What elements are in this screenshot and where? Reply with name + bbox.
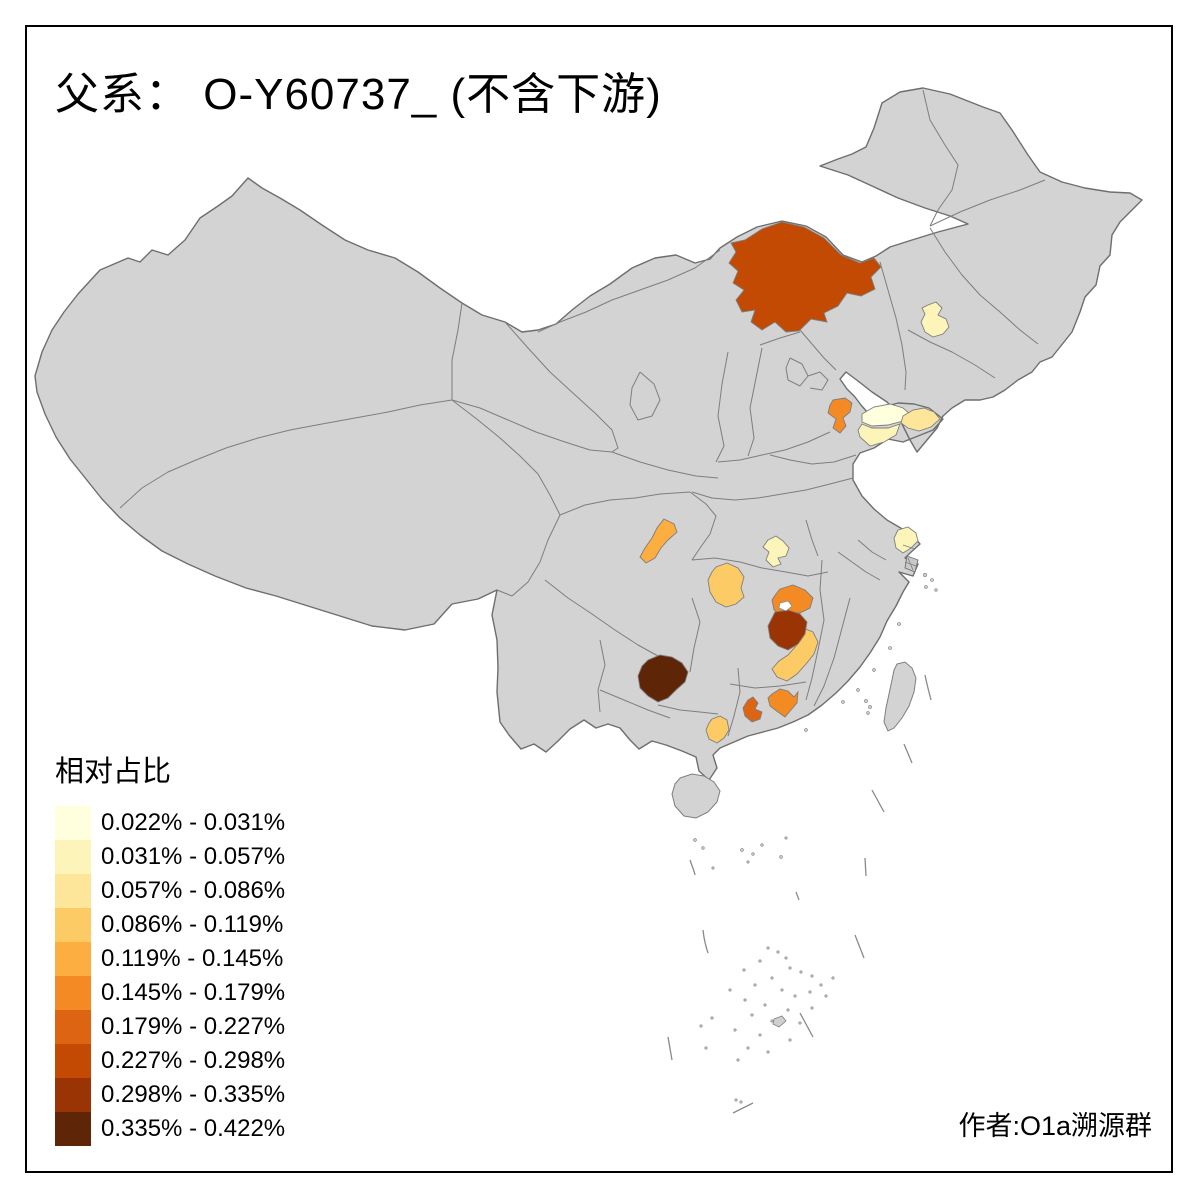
legend-swatch (55, 1044, 91, 1078)
legend-row: 0.227% - 0.298% (55, 1044, 285, 1078)
legend-rows: 0.022% - 0.031% 0.031% - 0.057% 0.057% - 0… (55, 806, 285, 1146)
map-region-north-shandong-coast (827, 397, 853, 434)
south-sea-island (772, 1015, 787, 1028)
hainan-island (671, 773, 721, 819)
map-region-central-hubei (762, 535, 790, 568)
map-region-east-inner-mongolia (728, 221, 882, 333)
lake-hole (778, 600, 793, 612)
author-credit: 作者:O1a溯源群 (958, 1111, 1152, 1141)
legend-row: 0.335% - 0.422% (55, 1112, 285, 1146)
map-region-central-guangdong (767, 688, 799, 718)
taiwan-island (883, 661, 917, 732)
legend-label: 0.057% - 0.086% (101, 877, 286, 904)
legend-title: 相对占比 (55, 756, 172, 788)
map-region-south-guizhou (637, 654, 689, 703)
legend-row: 0.022% - 0.031% (55, 806, 285, 840)
province-borders (119, 89, 1046, 737)
map-region-central-jilin (920, 301, 950, 338)
map-region-shandong-peninsula-east (900, 407, 941, 432)
legend-swatch (55, 908, 91, 942)
legend-label: 0.086% - 0.119% (101, 911, 284, 938)
legend-swatch (55, 1010, 91, 1044)
legend-label: 0.119% - 0.145% (101, 945, 284, 972)
legend-label: 0.022% - 0.031% (101, 809, 286, 836)
map-region-north-hunan (707, 562, 745, 608)
legend-row: 0.031% - 0.057% (55, 840, 285, 874)
page-title: 父系： O-Y60737_ (不含下游) (55, 70, 662, 119)
legend-swatch (55, 1112, 91, 1146)
sea-dash-lines (667, 674, 932, 1114)
legend-label: 0.031% - 0.057% (101, 843, 286, 870)
legend-row: 0.086% - 0.119% (55, 908, 285, 942)
legend-swatch (55, 840, 91, 874)
map-region-west-jiangxi-southeast (771, 627, 819, 682)
legend-swatch (55, 874, 91, 908)
legend-swatch (55, 1078, 91, 1112)
legend-row: 0.145% - 0.179% (55, 976, 285, 1010)
colored-regions-layer (637, 221, 950, 744)
map-region-shandong-peninsula-south (857, 423, 901, 447)
map-region-southeast-guangxi (705, 715, 730, 744)
legend-row: 0.179% - 0.227% (55, 1010, 285, 1044)
map-region-west-guangdong (742, 696, 763, 723)
legend-label: 0.145% - 0.179% (101, 979, 286, 1006)
plot-frame (25, 25, 1173, 1173)
legend-label: 0.179% - 0.227% (101, 1013, 286, 1040)
legend-row: 0.119% - 0.145% (55, 942, 285, 976)
legend-label: 0.298% - 0.335% (101, 1081, 286, 1108)
legend-label: 0.335% - 0.422% (101, 1115, 286, 1142)
legend-label: 0.227% - 0.298% (101, 1047, 286, 1074)
legend-row: 0.057% - 0.086% (55, 874, 285, 908)
legend-swatch (55, 942, 91, 976)
legend: 相对占比 0.022% - 0.031% 0.031% - 0.057% 0.057… (55, 748, 285, 1146)
legend-swatch (55, 976, 91, 1010)
map-overlays (667, 544, 938, 1114)
legend-swatch (55, 806, 91, 840)
map-region-hunan-jiangxi-border-dark (767, 609, 808, 651)
map-region-east-sichuan (639, 518, 678, 564)
legend-row: 0.298% - 0.335% (55, 1078, 285, 1112)
islets (693, 572, 938, 1104)
